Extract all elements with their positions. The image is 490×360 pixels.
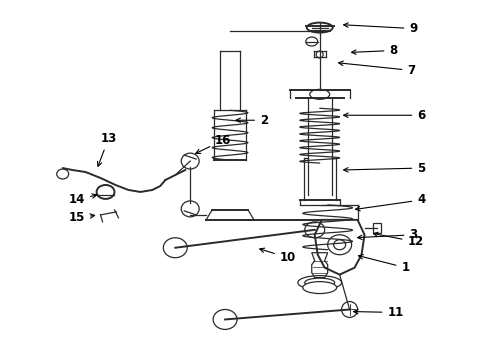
Text: 1: 1 [359,255,410,274]
Text: 4: 4 [356,193,426,211]
Text: 2: 2 [236,114,268,127]
Text: 9: 9 [343,22,417,35]
Text: 10: 10 [260,248,296,264]
Text: 3: 3 [358,228,417,241]
Text: 14: 14 [69,193,97,206]
Text: 6: 6 [343,109,426,122]
Text: 7: 7 [339,61,416,77]
Text: 11: 11 [354,306,404,319]
Text: 16: 16 [196,134,231,153]
Text: 13: 13 [98,132,117,166]
Ellipse shape [303,282,337,293]
Text: 15: 15 [69,211,95,224]
Text: 8: 8 [352,44,398,57]
Text: 12: 12 [373,232,424,248]
Text: 5: 5 [343,162,426,175]
